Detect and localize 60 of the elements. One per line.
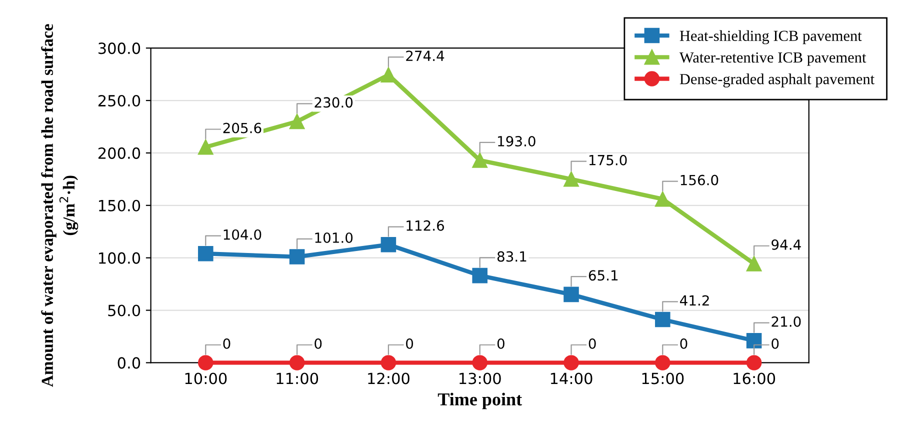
y-tick-label: 250.0 [98, 94, 140, 107]
data-label: 83.1 [497, 251, 526, 262]
point [472, 355, 488, 370]
x-tick-label: 14:00 [550, 372, 592, 384]
x-tick-label: 10:00 [185, 372, 227, 384]
point [564, 286, 579, 302]
point [198, 246, 214, 262]
x-tick-label: 13:00 [460, 372, 501, 384]
legend-label: Heat-shielding ICB pavement [680, 30, 862, 44]
point [380, 355, 396, 370]
data-label: 274.4 [406, 50, 444, 61]
point [746, 256, 762, 272]
point [564, 172, 579, 187]
data-label: 156.0 [680, 174, 718, 186]
point [746, 333, 762, 348]
y-tick-label: 150.0 [99, 200, 140, 212]
point [655, 312, 670, 328]
y-tick-label: 0.0 [118, 357, 140, 369]
data-label: 41.2 [680, 295, 709, 306]
point [564, 355, 579, 370]
data-label: 94.4 [772, 239, 801, 250]
data-label: 230.0 [314, 97, 353, 108]
legend-label: Dense-graded asphalt pavement [680, 73, 874, 88]
legend-label: Water-retentive ICB pavement [679, 52, 866, 66]
point [746, 355, 762, 370]
point [655, 191, 670, 207]
x-axis-title: Time point [438, 392, 522, 410]
data-label: 104.0 [224, 229, 262, 240]
y-axis-title: Amount of water evaporated from the road surface (g/m$^{2}$·h) [41, 24, 78, 387]
data-label: 193.0 [498, 136, 536, 146]
data-label: 205.6 [223, 122, 262, 134]
data-label: 0 [314, 338, 322, 349]
x-tick-label: 11:00 [276, 372, 318, 384]
data-label: 0 [497, 338, 504, 349]
data-label: 0 [223, 338, 230, 349]
data-label: 0 [772, 338, 779, 349]
y-tick-label: 300.0 [98, 42, 140, 54]
point [289, 249, 305, 264]
data-label: 0 [406, 338, 414, 349]
point [655, 355, 670, 370]
point [472, 268, 488, 284]
point [289, 114, 305, 130]
point [198, 355, 214, 370]
point [380, 236, 396, 252]
data-label: 21.0 [772, 316, 801, 327]
point [198, 139, 214, 155]
data-label: 0 [680, 338, 688, 349]
data-label: 175.0 [589, 154, 627, 166]
x-tick-label: 15:00 [642, 372, 684, 384]
y-tick-label: 100.0 [99, 252, 140, 264]
data-label: 112.6 [406, 220, 444, 231]
point [472, 152, 488, 168]
data-label: 101.0 [315, 232, 353, 243]
point [289, 355, 305, 370]
data-label: 0 [588, 338, 596, 349]
y-tick-label: 200.0 [98, 147, 140, 159]
x-tick-label: 16:00 [734, 372, 776, 384]
x-tick-label: 12:00 [368, 372, 410, 384]
data-label: 65.1 [588, 270, 618, 281]
y-tick-label: 50.0 [108, 304, 140, 316]
